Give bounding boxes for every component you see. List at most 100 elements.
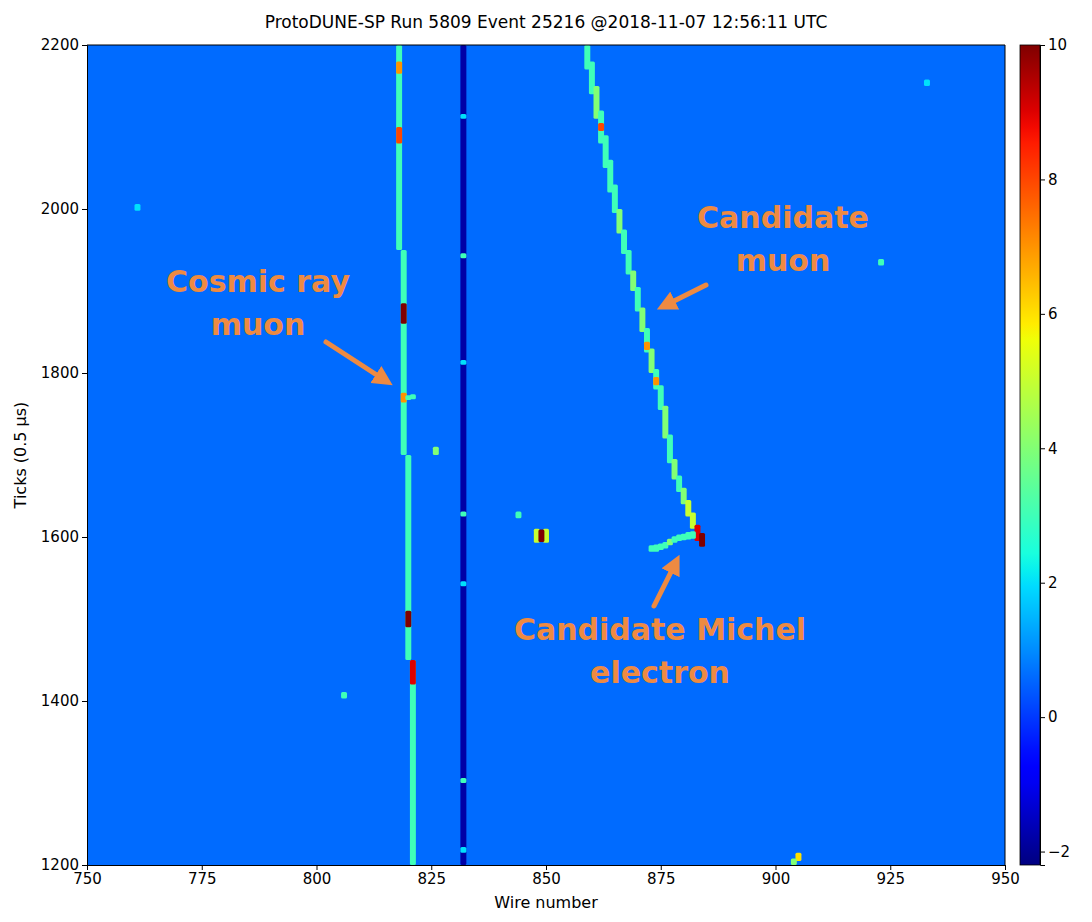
colorbar [1020, 45, 1040, 865]
y-tick-label: 1600 [41, 528, 79, 546]
y-tick-mark [82, 537, 87, 538]
y-tick-label: 1400 [41, 692, 79, 710]
background-cell [87, 45, 1005, 865]
y-tick-mark [82, 865, 87, 866]
hit-cell [460, 114, 466, 119]
hit-cell [662, 406, 668, 439]
hit-cell [396, 45, 402, 250]
colorbar-tick-mark [1040, 583, 1045, 584]
colorbar-tick-mark [1040, 717, 1045, 718]
hit-cell [644, 328, 650, 353]
hit-cell [401, 303, 407, 324]
x-tick: 850 [532, 865, 561, 888]
y-tick: 1800 [41, 364, 87, 382]
x-tick-label: 900 [762, 870, 791, 888]
hit-cell [924, 79, 930, 86]
x-axis: 750775800825850875900925950 [73, 865, 1020, 888]
hit-cell [410, 660, 416, 865]
y-tick: 2200 [41, 36, 87, 54]
colorbar-tick-label: 2 [1048, 574, 1058, 592]
y-axis: 1200 1400 1600 1800 2000 2200 [41, 36, 88, 874]
colorbar-tick: −2 [1040, 843, 1070, 861]
annotation-line: electron [590, 655, 730, 690]
hit-cell [460, 512, 466, 517]
frame-top [87, 45, 1005, 46]
colorbar-tick: 4 [1040, 440, 1058, 458]
annotation-line: Candidate Michel [514, 612, 806, 647]
colorbar-tick-mark [1040, 448, 1045, 449]
hit-cell [460, 778, 466, 783]
y-tick: 1200 [41, 856, 87, 874]
hit-cell [538, 530, 544, 542]
annotation: Cosmic ray muon [166, 264, 350, 342]
hit-cell [460, 360, 466, 365]
frame-right [1005, 45, 1006, 865]
x-tick-label: 950 [991, 870, 1020, 888]
y-tick-label: 1800 [41, 364, 79, 382]
annotation: Candidate muon [697, 200, 869, 278]
x-tick: 825 [417, 865, 446, 888]
x-tick: 900 [762, 865, 791, 888]
hit-cell [460, 253, 466, 258]
hit-cell [405, 611, 411, 627]
y-axis-title: Ticks (0.5 μs) [11, 402, 30, 510]
annotation-line: muon [211, 307, 306, 342]
colorbar-tick: 0 [1040, 708, 1058, 726]
hit-cell [396, 61, 402, 73]
colorbar-tick-label: 0 [1048, 708, 1058, 726]
y-tick-label: 2000 [41, 200, 79, 218]
colorbar-tick: 8 [1040, 171, 1058, 189]
x-tick-label: 800 [303, 870, 332, 888]
x-tick-label: 875 [647, 870, 676, 888]
colorbar-axis-line [1041, 46, 1046, 866]
y-tick-mark [82, 209, 87, 210]
colorbar-tick-mark [1040, 179, 1045, 180]
y-tick: 2000 [41, 200, 87, 218]
x-tick: 775 [188, 865, 217, 888]
x-tick: 950 [991, 865, 1020, 888]
annotation-line: Candidate [697, 200, 869, 235]
colorbar-tick: 2 [1040, 574, 1058, 592]
x-tick: 925 [876, 865, 905, 888]
hit-cell [690, 531, 696, 538]
plot-area [87, 45, 1005, 865]
y-tick: 1400 [41, 692, 87, 710]
y-tick-mark [82, 701, 87, 702]
hit-cell [433, 447, 439, 455]
colorbar-tick-mark [1040, 314, 1045, 315]
hit-cell [341, 692, 347, 699]
hit-cell [598, 123, 604, 131]
colorbar-tick: 6 [1040, 305, 1058, 323]
hit-cell [410, 660, 416, 685]
y-tick-label: 1200 [41, 856, 79, 874]
x-tick-label: 775 [188, 870, 217, 888]
y-tick-mark [82, 45, 87, 46]
colorbar-tick-label: 6 [1048, 305, 1058, 323]
annotation-line: Cosmic ray [166, 264, 350, 299]
x-tick-label: 850 [532, 870, 561, 888]
hit-cell [791, 858, 797, 865]
annotation: Candidate Michel electron [514, 612, 806, 690]
hit-cell [135, 204, 141, 211]
x-axis-title: Wire number [494, 893, 598, 912]
annotation-arrow [654, 562, 676, 606]
hit-cell [878, 259, 884, 266]
hit-cell [699, 533, 705, 547]
colorbar-tick-label: 8 [1048, 171, 1058, 189]
hit-cell [396, 127, 402, 143]
title: ProtoDUNE-SP Run 5809 Event 25216 @2018-… [265, 12, 828, 32]
chart: ProtoDUNE-SP Run 5809 Event 25216 @2018-… [0, 0, 1092, 922]
hit-cell [515, 512, 521, 519]
y-tick: 1600 [41, 528, 87, 546]
annotation-line: muon [736, 243, 831, 278]
hit-cell [667, 435, 673, 464]
hit-cell [460, 581, 466, 586]
hit-cell [401, 250, 407, 455]
colorbar-tick-label: −2 [1048, 843, 1070, 861]
colorbar-tick-mark [1040, 45, 1045, 46]
hit-cell [612, 184, 618, 213]
colorbar-tick-label: 4 [1048, 440, 1058, 458]
y-tick-label: 2200 [41, 36, 79, 54]
colorbar-tick: 10 [1040, 36, 1067, 54]
hit-cell [405, 455, 411, 660]
